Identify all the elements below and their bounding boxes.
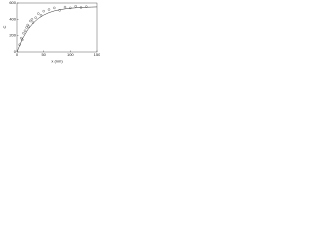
data-point <box>25 26 28 29</box>
x-tick-label: 50 <box>41 52 46 57</box>
data-point <box>69 6 72 10</box>
x-tick-label: 0 <box>16 52 19 57</box>
data-point <box>85 5 88 8</box>
data-point <box>20 36 23 40</box>
data-point <box>23 29 27 32</box>
y-tick-label: 200 <box>9 33 16 38</box>
data-point <box>26 23 29 27</box>
data-point <box>22 32 25 35</box>
y-tick-label: 0 <box>14 49 17 54</box>
data-point <box>27 25 30 28</box>
data-point <box>47 8 51 11</box>
fit-line <box>16 6 98 53</box>
data-point <box>53 6 56 10</box>
page: {"chart_data": {"type": "scatter", "xlab… <box>0 0 100 65</box>
x-axis-label: x (nm) <box>51 59 63 64</box>
data-point <box>63 5 67 9</box>
x-tick-label: 100 <box>67 52 74 57</box>
plot-frame <box>16 2 98 53</box>
data-point <box>29 19 32 23</box>
data-point <box>34 16 37 19</box>
data-point <box>58 9 61 12</box>
y-axis-label: C <box>2 25 7 28</box>
data-point <box>39 14 43 17</box>
y-tick-label: 400 <box>9 16 16 21</box>
data-point <box>74 5 77 8</box>
data-point <box>30 18 34 21</box>
data-point <box>42 9 45 13</box>
y-tick-label: 600 <box>9 0 16 5</box>
data-point <box>37 12 40 15</box>
x-tick-label: 150 <box>94 52 100 57</box>
